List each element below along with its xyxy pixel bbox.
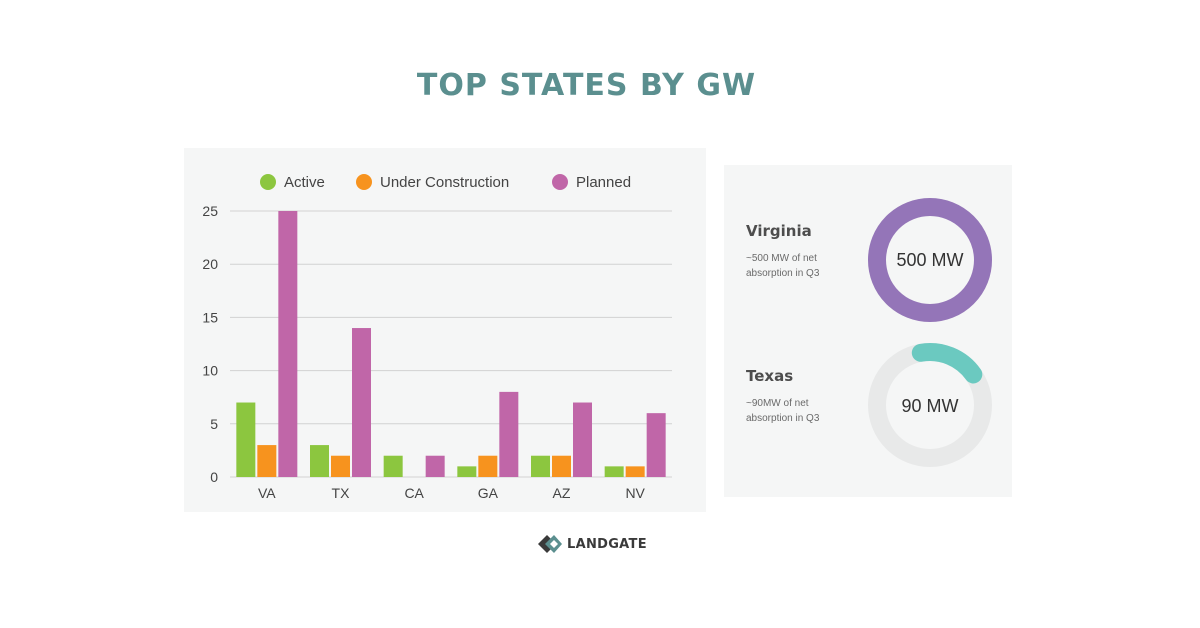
legend-label: Planned — [576, 174, 631, 191]
donut-texas — [868, 343, 992, 467]
legend-label: Under Construction — [380, 174, 509, 191]
donut-label-virginia: 500 MW — [896, 250, 964, 270]
donut-arc — [868, 198, 992, 322]
landgate-logo: LANDGATE — [537, 532, 647, 556]
bar-va-under-construction — [257, 445, 277, 477]
legend-marker-planned — [552, 174, 568, 190]
y-tick-label: 5 — [210, 416, 218, 432]
legend-marker-under-construction — [356, 174, 372, 190]
legend-marker-active — [260, 174, 276, 190]
bar-az-active — [531, 455, 550, 477]
bar-az-under-construction — [552, 455, 571, 477]
bar-ga-under-construction — [478, 455, 498, 477]
bar-nv-under-construction — [625, 466, 645, 477]
y-tick-label: 25 — [202, 203, 218, 219]
bar-az-planned — [573, 402, 592, 477]
x-tick-label: AZ — [553, 485, 571, 501]
page-title: TOP STATES BY GW — [416, 68, 757, 103]
x-tick-label: TX — [332, 485, 351, 501]
y-tick-label: 10 — [202, 363, 218, 379]
state-desc-virginia: ~500 MW of net absorption in Q3 — [746, 253, 820, 279]
bar-chart-panel: 0 5 10 15 20 25 VA TX CA GA AZ NV Active Under Constr… — [184, 148, 706, 512]
bar-ga-active — [457, 466, 477, 477]
absorption-panel: Virginia ~500 MW of net absorption in Q3… — [724, 165, 1012, 497]
bar-va-planned — [278, 211, 298, 477]
x-tick-label: NV — [625, 485, 645, 501]
state-desc-texas: ~90MW of net absorption in Q3 — [746, 398, 820, 424]
logo-text: LANDGATE — [567, 536, 647, 552]
legend-label: Active — [284, 174, 325, 191]
bar-chart: 0 5 10 15 20 25 VA TX CA GA AZ NV Active Under Constr… — [202, 174, 672, 501]
x-tick-label: GA — [478, 485, 499, 501]
bar-ga-planned — [499, 391, 519, 477]
x-tick-label: VA — [258, 485, 276, 501]
donut-label-texas: 90 MW — [901, 396, 959, 416]
state-name-virginia: Virginia — [746, 222, 812, 240]
landgate-logo-icon — [538, 535, 562, 553]
bar-tx-planned — [352, 328, 371, 477]
bar-tx-under-construction — [331, 455, 350, 477]
donut-arc — [911, 343, 983, 384]
y-tick-label: 20 — [202, 256, 218, 272]
y-tick-label: 15 — [202, 309, 218, 325]
bar-va-active — [236, 402, 256, 477]
bar-nv-planned — [646, 413, 666, 477]
y-tick-label: 0 — [210, 469, 218, 485]
bar-ca-planned — [425, 455, 445, 477]
state-name-texas: Texas — [746, 367, 794, 385]
bar-nv-active — [604, 466, 624, 477]
bar-ca-active — [383, 455, 403, 477]
donut-virginia — [868, 198, 992, 322]
bar-tx-active — [310, 445, 329, 477]
x-tick-label: CA — [404, 485, 424, 501]
